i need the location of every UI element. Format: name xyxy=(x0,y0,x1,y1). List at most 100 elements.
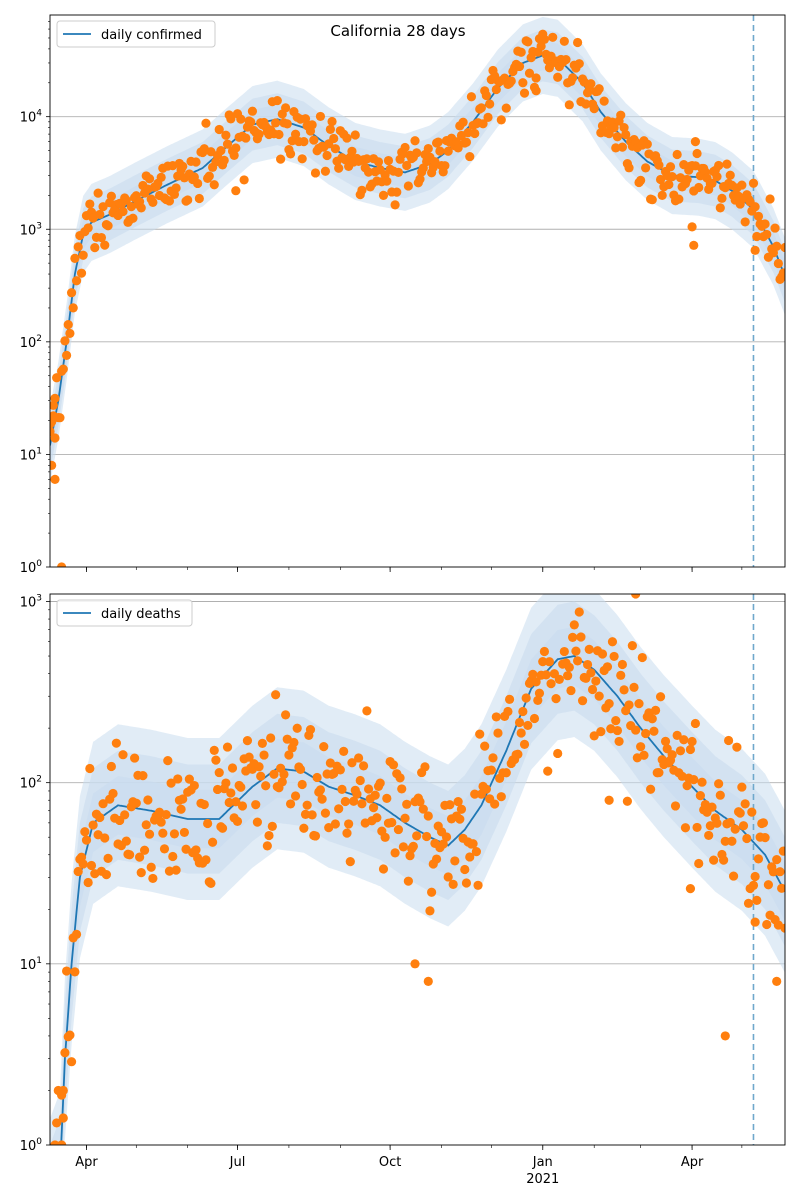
observed-point xyxy=(103,853,113,864)
observed-point xyxy=(422,831,432,842)
observed-point xyxy=(695,791,705,801)
observed-point xyxy=(111,738,121,748)
y-tick-label: 101 xyxy=(20,446,42,463)
observed-point xyxy=(750,871,760,882)
observed-point xyxy=(582,659,593,670)
observed-point xyxy=(347,758,357,768)
observed-point xyxy=(103,221,113,231)
observed-point xyxy=(586,668,596,678)
observed-point xyxy=(725,817,735,828)
observed-point xyxy=(750,245,760,255)
observed-point xyxy=(251,800,261,810)
observed-point xyxy=(737,782,747,792)
observed-point xyxy=(382,176,392,186)
observed-point xyxy=(752,231,762,242)
observed-point xyxy=(81,835,92,845)
observed-point xyxy=(715,203,725,213)
observed-point xyxy=(604,795,614,805)
observed-point xyxy=(589,731,599,741)
observed-point xyxy=(501,103,511,113)
observed-point xyxy=(387,817,397,828)
observed-point xyxy=(226,788,236,798)
observed-point xyxy=(310,168,321,178)
observed-point xyxy=(443,146,453,156)
chart-title: California 28 days xyxy=(330,22,465,40)
observed-point xyxy=(237,801,248,811)
observed-point xyxy=(690,718,701,729)
observed-point xyxy=(403,876,413,886)
observed-point xyxy=(524,68,535,78)
observed-point xyxy=(742,833,752,844)
observed-point xyxy=(641,163,651,173)
observed-point xyxy=(209,180,219,190)
observed-point xyxy=(378,864,389,874)
observed-point xyxy=(259,750,269,760)
observed-point xyxy=(654,160,664,170)
observed-point xyxy=(410,959,420,969)
observed-point xyxy=(148,873,158,884)
observed-point xyxy=(584,644,594,654)
observed-point xyxy=(222,139,233,149)
observed-point xyxy=(325,124,335,135)
observed-point xyxy=(577,696,588,706)
observed-point xyxy=(290,791,301,801)
observed-point xyxy=(340,796,350,807)
observed-point xyxy=(390,200,400,210)
observed-point xyxy=(330,819,340,829)
observed-point xyxy=(423,811,433,821)
observed-point xyxy=(276,154,286,164)
observed-point xyxy=(93,188,103,198)
observed-point xyxy=(90,243,100,253)
observed-point xyxy=(73,866,83,877)
observed-point xyxy=(400,142,410,153)
observed-point xyxy=(689,240,699,250)
observed-point xyxy=(254,129,264,139)
observed-point xyxy=(435,146,445,156)
observed-point xyxy=(199,799,209,810)
observed-point xyxy=(85,199,95,209)
observed-point xyxy=(539,34,550,44)
observed-point xyxy=(546,679,556,689)
model-median-line xyxy=(60,655,785,1145)
observed-point xyxy=(347,146,357,156)
observed-point xyxy=(675,746,686,756)
observed-point xyxy=(305,724,316,735)
observed-point xyxy=(201,855,211,865)
observed-point xyxy=(60,1048,70,1058)
observed-point xyxy=(765,194,775,204)
observed-point xyxy=(191,157,201,167)
observed-point xyxy=(168,851,178,862)
observed-point xyxy=(375,778,385,788)
observed-point xyxy=(539,646,550,657)
observed-point xyxy=(272,95,282,106)
observed-point xyxy=(523,720,533,731)
observed-point xyxy=(247,106,258,116)
observed-point xyxy=(655,692,666,702)
observed-point xyxy=(131,798,141,808)
observed-point xyxy=(704,830,714,841)
observed-point xyxy=(183,195,193,205)
observed-point xyxy=(66,288,77,298)
observed-point xyxy=(491,84,501,95)
observed-point xyxy=(460,864,470,875)
observed-point xyxy=(722,159,732,169)
observed-point xyxy=(443,872,453,882)
observed-point xyxy=(203,818,213,829)
observed-point xyxy=(631,725,641,735)
observed-point xyxy=(730,824,740,834)
observed-point xyxy=(403,181,413,191)
observed-point xyxy=(320,808,331,818)
observed-point xyxy=(355,775,365,786)
observed-point xyxy=(146,862,156,872)
observed-point xyxy=(231,797,241,807)
observed-point xyxy=(342,133,352,143)
observed-point xyxy=(363,784,374,794)
observed-point xyxy=(335,765,345,775)
observed-point xyxy=(423,143,433,154)
observed-point xyxy=(738,821,749,831)
observed-point xyxy=(322,150,332,161)
legend: daily confirmed xyxy=(56,20,216,48)
observed-point xyxy=(412,831,422,841)
observed-point xyxy=(222,742,233,752)
observed-point xyxy=(334,163,344,173)
